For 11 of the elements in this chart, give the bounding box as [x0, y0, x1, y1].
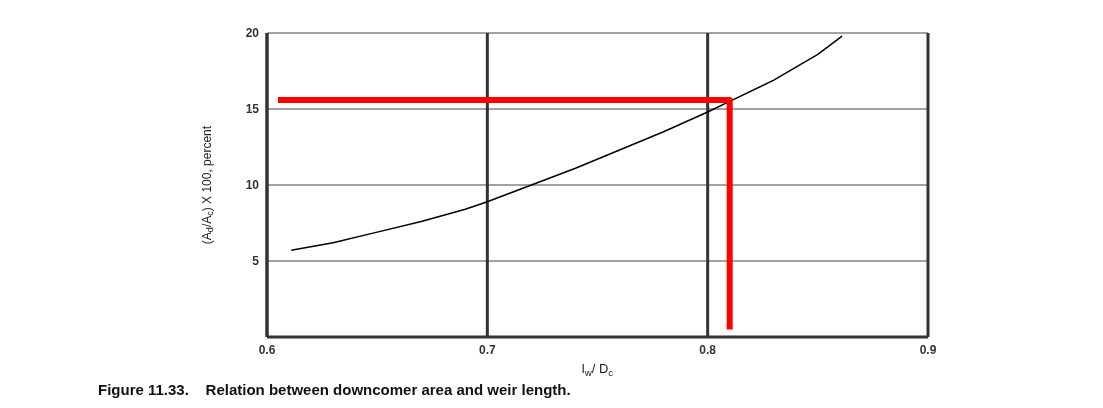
x-axis-title: l$_{w}$/ D$_{c}$	[581, 361, 614, 378]
y-tick-label: 20	[245, 26, 260, 41]
y-tick-label: 10	[245, 178, 260, 193]
y-tick-label: 5	[252, 254, 260, 269]
line-series	[290, 35, 843, 252]
y-tick-label: 15	[245, 102, 260, 117]
x-tick-label: 0.7	[478, 342, 496, 357]
caption: Figure 11.33. Relation between downcomer area and weir length.	[98, 381, 572, 398]
x-tick-label: 0.8	[699, 342, 717, 357]
x-tick-label: 0.9	[919, 342, 937, 357]
x-tick-label: 0.6	[258, 342, 276, 357]
